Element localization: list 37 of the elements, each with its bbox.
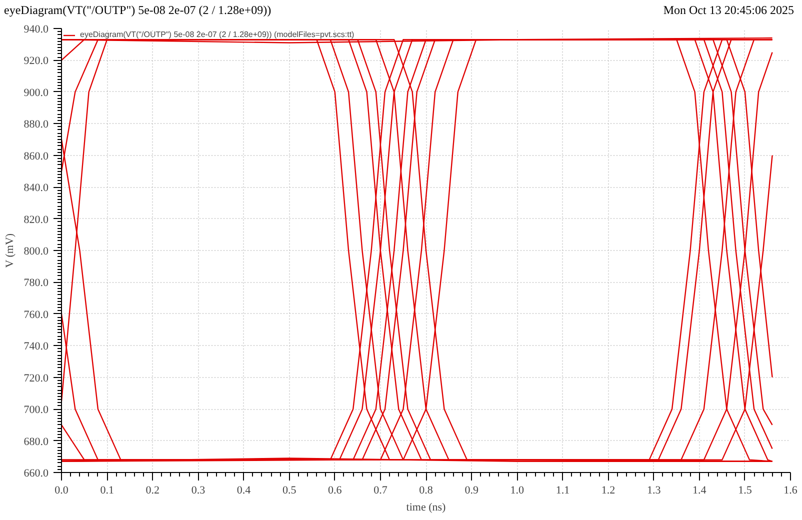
x-tick-label: 0.6 xyxy=(328,484,342,496)
x-tick-label: 0.4 xyxy=(236,484,252,496)
y-tick-label: 700.0 xyxy=(24,404,49,416)
y-tick-label: 880.0 xyxy=(24,118,49,131)
x-tick-label: 0.1 xyxy=(100,484,114,496)
series-label: eyeDiagram(VT("/OUTP") 5e-08 2e-07 (2 / 1.28e+09)) (modelFiles=pvt.scs:tt) xyxy=(80,30,354,39)
y-tick-label: 780.0 xyxy=(24,277,49,290)
x-tick-label: 0.0 xyxy=(54,484,69,496)
y-axis-title: V (mV) xyxy=(4,233,16,268)
x-tick-label: 0.7 xyxy=(374,484,388,496)
x-tick-label: 1.3 xyxy=(646,484,662,496)
x-tick-label: 0.8 xyxy=(419,484,434,496)
chart-title: eyeDiagram(VT("/OUTP") 5e-08 2e-07 (2 / 1.28e+09)) xyxy=(4,2,272,19)
y-tick-label: 920.0 xyxy=(24,55,49,68)
x-tick-label: 1.6 xyxy=(784,484,798,496)
y-tick-label: 900.0 xyxy=(24,86,49,99)
y-tick-label: 840.0 xyxy=(24,182,49,194)
y-tick-label: 940.0 xyxy=(24,24,49,36)
y-tick-label: 860.0 xyxy=(24,150,49,162)
x-tick-label: 1.0 xyxy=(510,484,524,496)
y-tick-label: 660.0 xyxy=(24,468,49,480)
y-tick-label: 680.0 xyxy=(24,436,49,448)
x-tick-label: 0.3 xyxy=(191,484,206,496)
x-tick-label: 0.2 xyxy=(146,484,160,496)
x-axis-title: time (ns) xyxy=(406,502,446,514)
x-tick-label: 1.2 xyxy=(601,484,616,496)
y-tick-label: 740.0 xyxy=(24,340,49,353)
y-tick-label: 720.0 xyxy=(24,372,49,384)
x-tick-label: 0.9 xyxy=(464,484,479,496)
y-tick-label: 760.0 xyxy=(24,308,49,321)
x-tick-label: 1.5 xyxy=(738,484,752,496)
y-tick-label: 800.0 xyxy=(24,246,49,258)
x-tick-label: 0.5 xyxy=(282,484,297,496)
x-tick-label: 1.4 xyxy=(692,484,707,496)
x-tick-label: 1.1 xyxy=(556,484,570,496)
y-tick-label: 820.0 xyxy=(24,214,49,226)
text: Mon Oct 13 20:45:06 2025 xyxy=(663,2,794,19)
